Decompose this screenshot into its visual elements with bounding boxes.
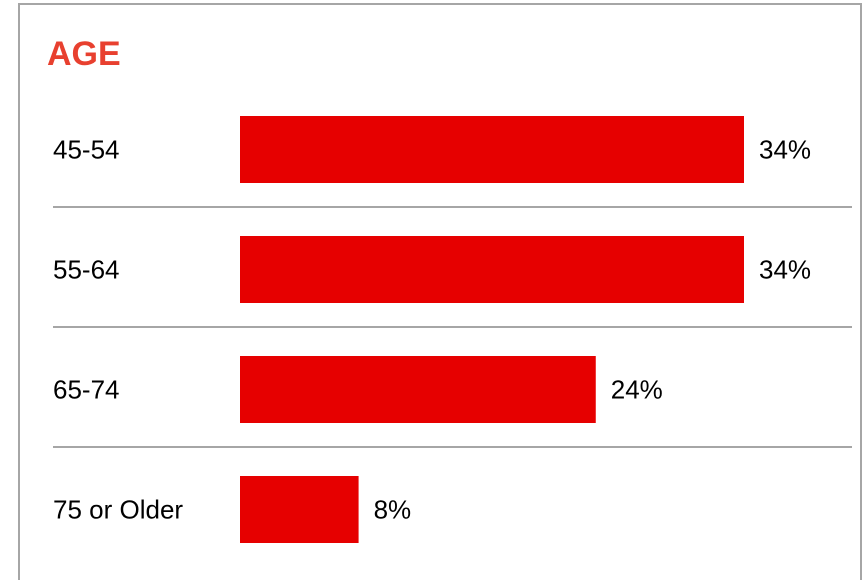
bar: [240, 356, 596, 423]
bar: [240, 476, 359, 543]
chart-title: AGE: [47, 35, 121, 73]
bar: [240, 236, 744, 303]
value-label: 24%: [611, 375, 663, 405]
value-label: 34%: [759, 135, 811, 165]
value-label: 8%: [374, 495, 412, 525]
category-label: 55-64: [53, 255, 120, 285]
category-label: 65-74: [53, 375, 120, 405]
bar: [240, 116, 744, 183]
value-label: 34%: [759, 255, 811, 285]
category-label: 75 or Older: [53, 495, 183, 525]
category-label: 45-54: [53, 135, 120, 165]
